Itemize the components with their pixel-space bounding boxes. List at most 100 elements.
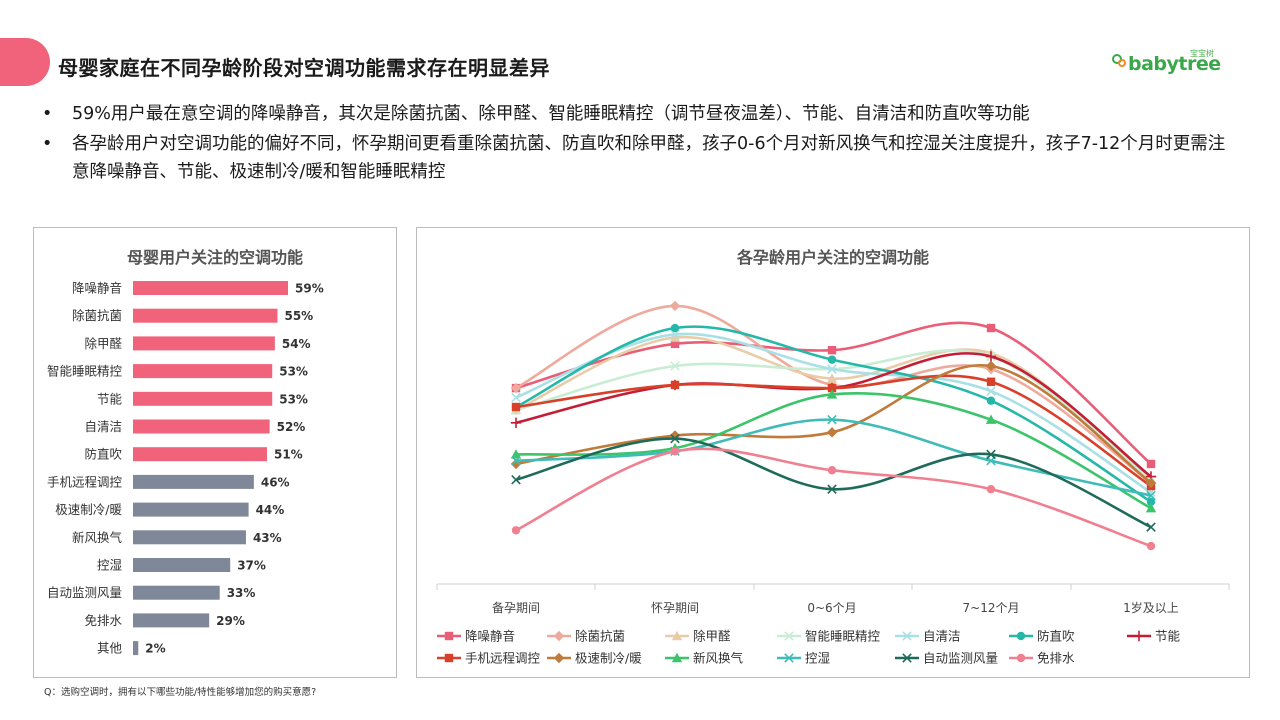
bar-value-label: 54% [282, 337, 311, 351]
series-line [515, 447, 1152, 548]
legend-label: 除甲醛 [693, 629, 731, 644]
logo-text: babytree [1128, 53, 1221, 75]
bar-category-label: 除甲醛 [84, 336, 122, 351]
legend-marker-icon [671, 630, 683, 641]
series-point [1145, 502, 1157, 513]
bar-value-label: 53% [279, 392, 308, 406]
series-point [1146, 490, 1156, 501]
bar-category-label: 自清洁 [84, 419, 122, 434]
series-point [826, 427, 838, 438]
legend-marker-icon [902, 653, 912, 663]
legend-item: 新风换气 [665, 651, 744, 666]
bar-category-label: 极速制冷/暖 [55, 502, 122, 517]
x-tick-label: 怀孕期间 [651, 601, 699, 615]
series-point [670, 447, 680, 456]
legend-marker-icon [444, 631, 454, 641]
x-tick-label: 备孕期间 [492, 601, 540, 615]
bar-value-label: 43% [253, 531, 282, 545]
bar-category-label: 控湿 [97, 558, 122, 573]
series-point [986, 386, 996, 397]
legend-item: 自动监测风量 [895, 651, 998, 666]
series-point [826, 373, 838, 383]
series-point [1146, 459, 1156, 469]
page-title: 母婴家庭在不同孕龄阶段对空调功能需求存在明显差异 [58, 56, 550, 80]
bar-value-label: 53% [279, 365, 308, 379]
bar [133, 336, 275, 351]
legend-item: 智能睡眠精控 [777, 629, 881, 644]
series-line [515, 363, 1152, 484]
legend-marker-icon [784, 631, 794, 641]
bar-value-label: 29% [216, 614, 245, 628]
series-point [670, 323, 680, 333]
legend-label: 降噪静音 [465, 629, 515, 644]
series-group [511, 447, 1156, 551]
bullet-dot-icon: • [42, 134, 53, 154]
legend-label: 新风换气 [693, 651, 744, 666]
series-point [511, 474, 521, 485]
x-tick-label: 7~12个月 [963, 601, 1020, 615]
series-point [670, 380, 680, 390]
bar-value-label: 2% [145, 642, 165, 656]
bar [133, 419, 270, 434]
series-point [510, 382, 522, 394]
series-point [827, 345, 837, 355]
series-point [827, 364, 837, 374]
bar [133, 447, 267, 462]
logo-subtext: 宝宝树 [1190, 49, 1214, 58]
bar-chart: 降噪静音 59% 除菌抗菌 55% 除甲醛 54% 智能睡眠精控 53% 节能 53% 自清洁 52%… [47, 281, 324, 656]
legend-label: 自清洁 [923, 629, 961, 644]
bar-category-label: 手机远程调控 [47, 474, 123, 489]
series-group [511, 329, 1156, 498]
legend-marker-icon [553, 630, 565, 642]
series-point [986, 485, 996, 494]
series-point [985, 360, 997, 372]
legend-marker-icon [553, 652, 565, 664]
bar-category-label: 降噪静音 [72, 281, 122, 296]
series-point [511, 526, 521, 535]
bar [133, 364, 273, 379]
bar-value-label: 59% [295, 282, 324, 296]
series-point [1145, 477, 1157, 489]
legend-item: 自清洁 [895, 629, 961, 644]
bar-value-label: 52% [277, 420, 306, 434]
series-point [986, 396, 996, 405]
legend-label: 极速制冷/暖 [575, 651, 642, 666]
bar-category-label: 免排水 [84, 613, 122, 628]
bar-category-label: 除菌抗菌 [72, 308, 122, 323]
bar [133, 281, 288, 295]
bar-category-label: 智能睡眠精控 [47, 364, 123, 379]
legend-label: 手机远程调控 [465, 651, 541, 666]
series-point [1146, 522, 1156, 532]
bar-value-label: 46% [261, 475, 290, 489]
bar [133, 391, 273, 406]
legend-item: 极速制冷/暖 [547, 651, 642, 666]
series-point [986, 377, 996, 386]
legend-item: 除菌抗菌 [547, 629, 625, 644]
legend-marker-icon [1133, 630, 1145, 642]
bar [133, 585, 220, 600]
title-accent-pill [0, 38, 50, 86]
legend-marker-icon [1016, 631, 1026, 641]
legend-marker-icon [1016, 653, 1026, 663]
bar-category-label: 其他 [97, 641, 123, 656]
legend-item: 节能 [1127, 629, 1181, 644]
series-point [827, 414, 837, 425]
series-point [670, 433, 680, 444]
logo-mark-icon [1112, 54, 1126, 67]
legend-label: 防直吹 [1037, 629, 1075, 644]
legend-label: 自动监测风量 [923, 651, 998, 666]
bar-value-label: 44% [256, 503, 285, 517]
legend-marker-icon [784, 653, 794, 663]
x-tick-label: 1岁及以上 [1123, 600, 1179, 615]
bar [133, 474, 254, 489]
bar [133, 502, 249, 517]
series-point [986, 323, 996, 333]
series-line [515, 349, 1152, 481]
legend-item: 降噪静音 [437, 629, 515, 644]
series-point [985, 351, 997, 362]
bar [133, 530, 246, 545]
bar-category-label: 防直吹 [84, 447, 122, 462]
series-point [511, 455, 521, 466]
bar-value-label: 55% [284, 309, 313, 323]
